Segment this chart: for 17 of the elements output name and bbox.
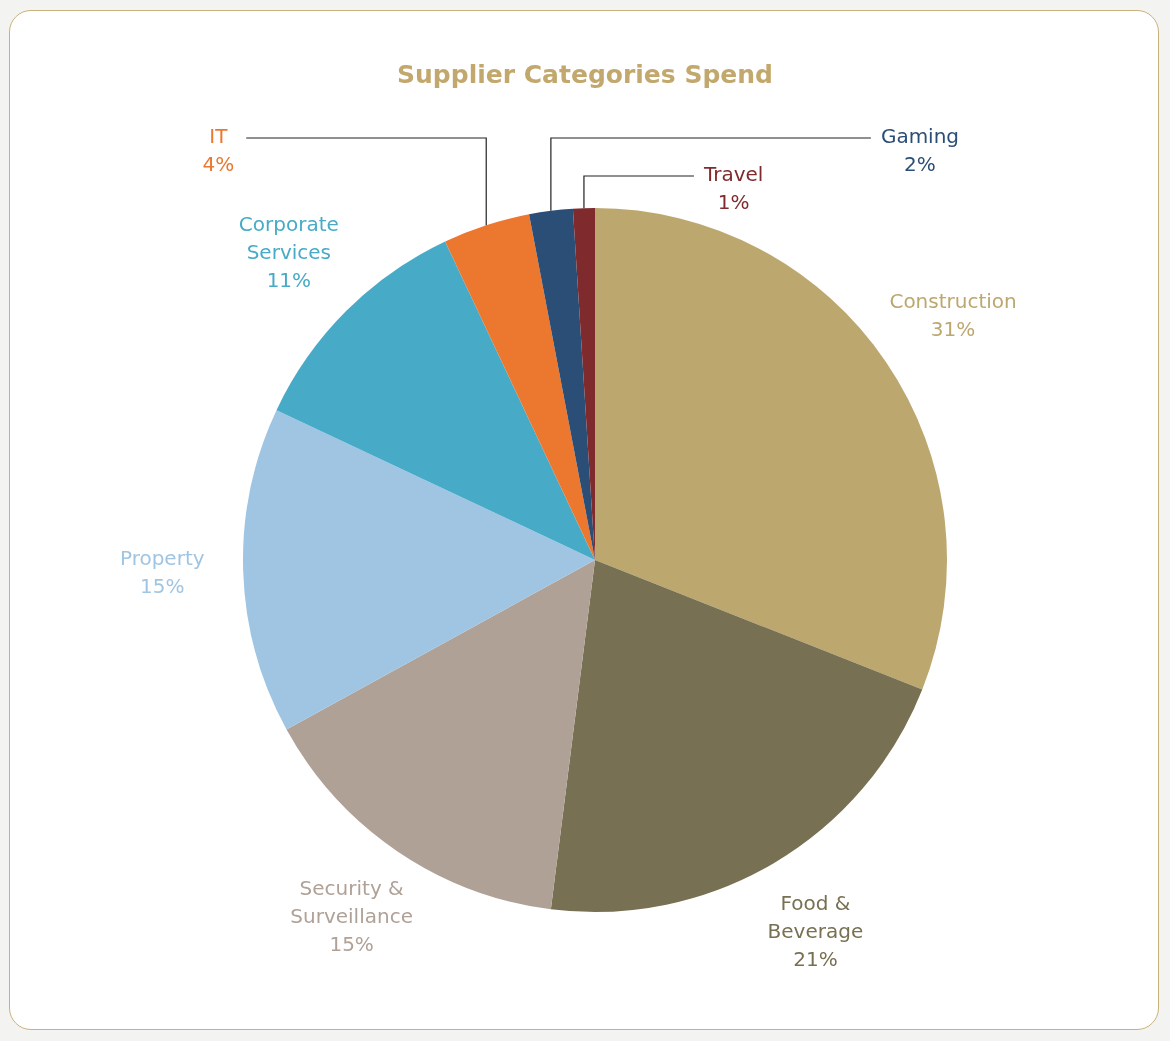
slice-label: Property bbox=[119, 545, 205, 570]
slice-label: Food & Beverage bbox=[767, 890, 864, 943]
slice-label: Travel bbox=[702, 162, 764, 187]
slice-label: Corporate Services bbox=[238, 212, 339, 265]
data-label: 15% bbox=[329, 932, 374, 957]
chart-title: Supplier Categories Spend bbox=[396, 60, 774, 89]
data-label: 11% bbox=[266, 268, 312, 293]
slice-label: Security & Surveillance bbox=[290, 876, 413, 929]
data-label: 2% bbox=[904, 152, 936, 177]
slice-label: Gaming bbox=[880, 124, 960, 149]
data-label: 4% bbox=[202, 152, 235, 177]
data-label: 21% bbox=[793, 946, 838, 971]
data-label: 15% bbox=[140, 573, 185, 598]
slice-label: Construction bbox=[889, 288, 1017, 313]
data-label: 31% bbox=[930, 316, 976, 341]
data-label: 1% bbox=[717, 190, 750, 215]
slice-label: IT bbox=[209, 124, 229, 149]
